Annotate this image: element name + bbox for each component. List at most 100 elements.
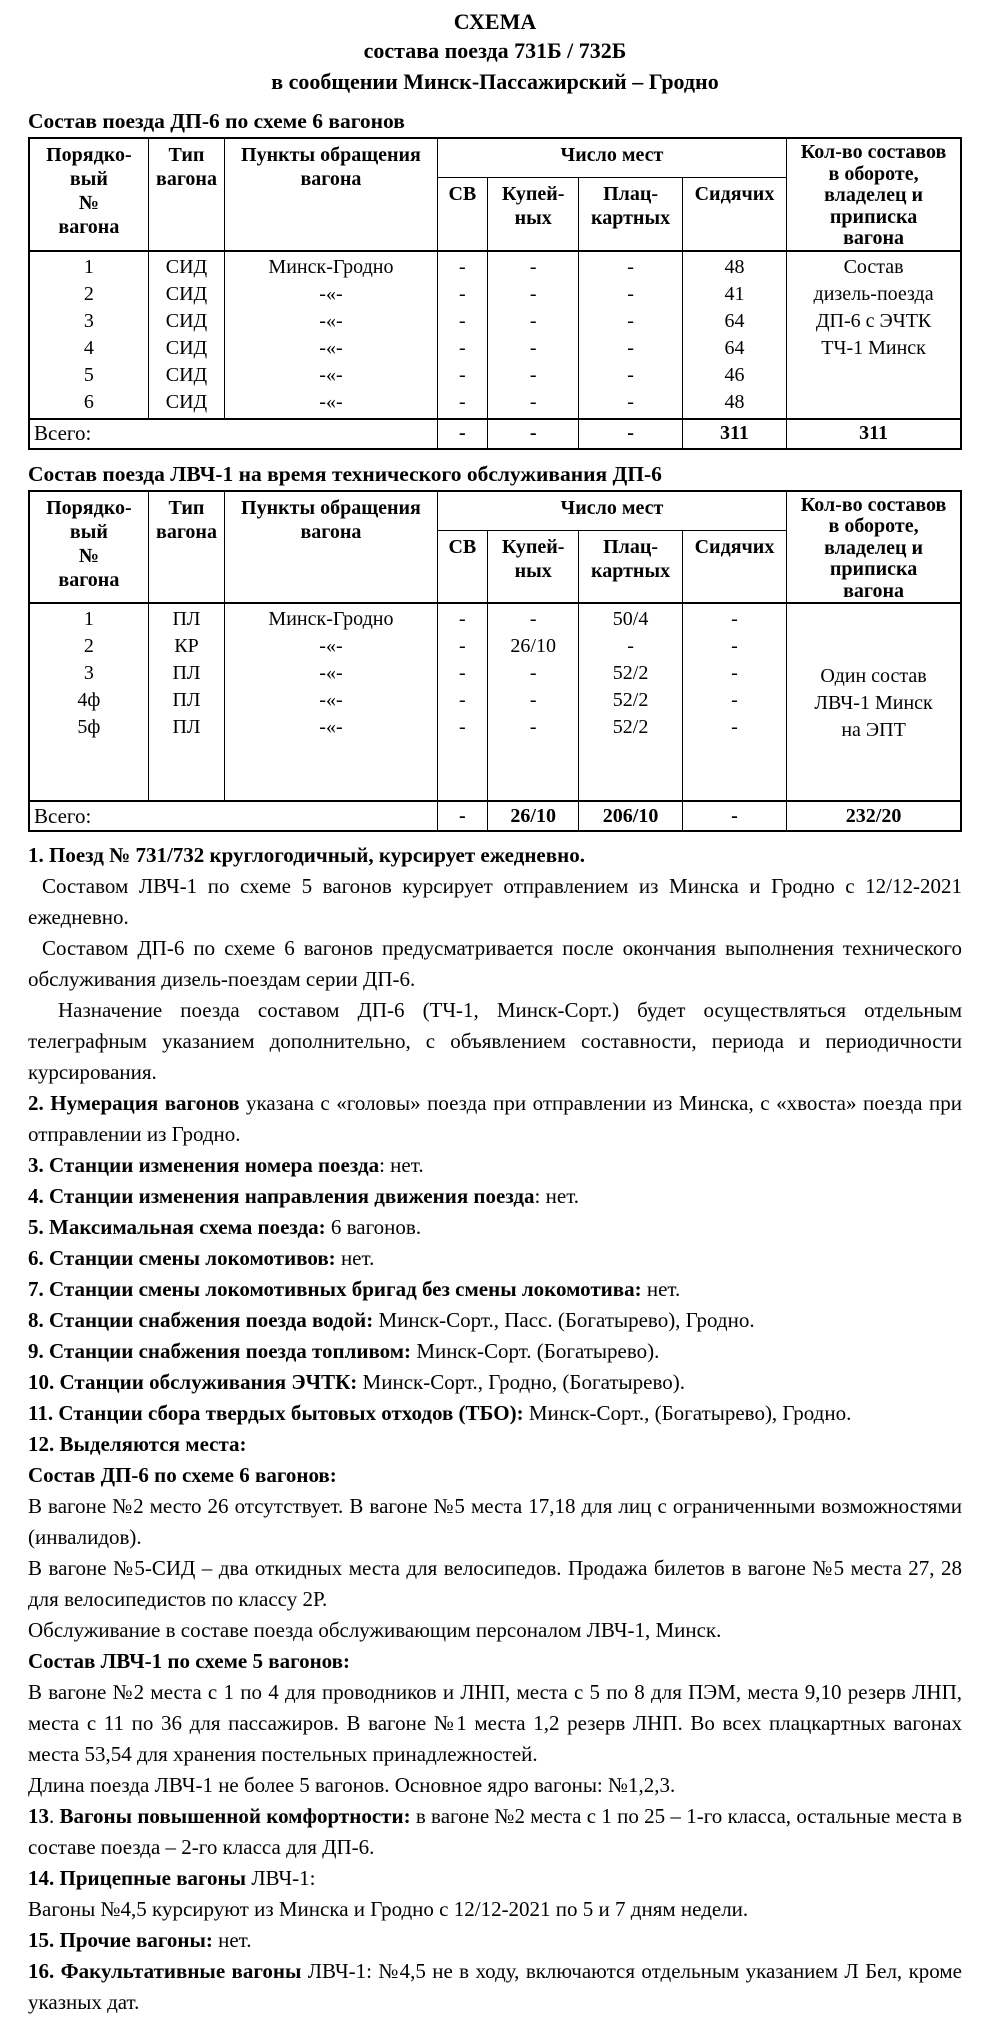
note-paragraph: В вагоне №2 место 26 отсутствует. В ваго… (28, 1491, 962, 1553)
note-text: Обслуживание в составе поезда обслуживаю… (28, 1618, 722, 1642)
note-text: ЛВЧ-1: (246, 1866, 316, 1890)
note-paragraph: 16. Факультативные вагоны ЛВЧ-1: №4,5 не… (28, 1956, 962, 2018)
note-paragraph: 14. Прицепные вагоны ЛВЧ-1: (28, 1863, 962, 1894)
note-text-bold: 2. Нумерация вагонов (28, 1091, 240, 1115)
note-paragraph: 5. Максимальная схема поезда: 6 вагонов. (28, 1212, 962, 1243)
note-paragraph: В вагоне №5-СИД – два откидных места для… (28, 1553, 962, 1615)
notes-section: 1. Поезд № 731/732 круглогодичный, курси… (28, 840, 962, 2018)
note-text: В вагоне №2 место 26 отсутствует. В ваго… (28, 1494, 962, 1549)
col-type-values: ПЛ КР ПЛ ПЛ ПЛ (147, 602, 226, 802)
header-seat-count-group: Число мест (436, 490, 788, 531)
header-seated: Сидячих (681, 529, 788, 604)
note-paragraph: 8. Станции снабжения поезда водой: Минск… (28, 1305, 962, 1336)
note-text: нет. (641, 1277, 681, 1301)
table2-caption: Состав поезда ЛВЧ-1 на время техническог… (28, 461, 662, 486)
header-platzkart: Плац- картных (578, 529, 683, 604)
note-paragraph: Назначение поезда составом ДП-6 (ТЧ-1, М… (28, 995, 962, 1088)
table1-header: Порядко- вый № вагона Тип вагона Пункты … (28, 137, 962, 251)
note-text: Длина поезда ЛВЧ-1 не более 5 вагонов. О… (28, 1773, 676, 1797)
note-text-bold: 5. Максимальная схема поезда: (28, 1215, 326, 1239)
col-ordinal-values: 1 2 3 4ф 5ф (28, 602, 149, 802)
header-ordinal-number: Порядко- вый № вагона (28, 490, 149, 604)
total-row: Всего: - - - 311 311 (28, 418, 962, 449)
note-text-bold: 11. Станции сбора твердых бытовых отходо… (28, 1401, 524, 1425)
header-fleet-owner: Кол-во составов в обороте, владелец и пр… (786, 137, 962, 251)
col-platz-values: 50/4 - 52/2 52/2 52/2 (578, 602, 683, 802)
note-paragraph: 9. Станции снабжения поезда топливом: Ми… (28, 1336, 962, 1367)
note-text-bold: 7. Станции смены локомотивных бригад без… (28, 1277, 642, 1301)
header-sv: СВ (436, 177, 489, 251)
note-paragraph: В вагоне №2 места с 1 по 4 для проводник… (28, 1677, 962, 1770)
note-text-bold: Состав ДП-6 по схеме 6 вагонов: (28, 1463, 337, 1487)
col-kupe-values: - - - - - - (487, 250, 580, 419)
total-kupe: - (487, 418, 580, 449)
total-sv: - (436, 418, 489, 449)
note-text: Составом ЛВЧ-1 по схеме 5 вагонов курсир… (28, 874, 962, 929)
note-text: в вагоне №2 места с 1 по 25 – 1-го класс… (28, 1804, 963, 1859)
total-platz: - (578, 418, 683, 449)
table2-total: Всего: - 26/10 206/10 - 232/20 (28, 800, 962, 832)
note-paragraph: Состав ЛВЧ-1 по схеме 5 вагонов: (28, 1646, 962, 1677)
col-sv-values: - - - - - (436, 602, 489, 802)
note-text-bold: Вагоны повышенной комфортности: (59, 1804, 411, 1828)
note-paragraph: 2. Нумерация вагонов указана с «головы» … (28, 1088, 962, 1150)
header-kupe: Купей- ных (487, 529, 580, 604)
note-text: Вагоны №4,5 курсируют из Минска и Гродно… (28, 1897, 749, 1921)
col-sv-values: - - - - - - (436, 250, 489, 419)
note-text: нет. (212, 1928, 252, 1952)
total-fleet: 232/20 (786, 800, 962, 832)
note-text-bold: 16. Факультативные вагоны (28, 1959, 302, 1983)
note-paragraph: 7. Станции смены локомотивных бригад без… (28, 1274, 962, 1305)
note-text-bold: 4. Станции изменения направления движени… (28, 1184, 535, 1208)
note-text-bold: 10. Станции обслуживания ЭЧТК: (28, 1370, 358, 1394)
note-text: Назначение поезда составом ДП-6 (ТЧ-1, М… (28, 998, 962, 1084)
note-text: 6 вагонов. (325, 1215, 422, 1239)
table-lvch1-composition: Порядко- вый № вагона Тип вагона Пункты … (28, 489, 962, 832)
note-text: В вагоне №2 места с 1 по 4 для проводник… (28, 1680, 962, 1766)
col-route-values: Минск-Гродно -«- -«- -«- -«- -«- (224, 250, 438, 419)
col-kupe-values: - 26/10 - - - (487, 602, 580, 802)
note-paragraph: 15. Прочие вагоны: нет. (28, 1925, 962, 1956)
header-wagon-type: Тип вагона (147, 490, 226, 604)
total-fleet: 311 (786, 418, 962, 449)
note-text-bold: 15. Прочие вагоны: (28, 1928, 213, 1952)
document-title: СХЕМА состава поезда 731Б / 732Б в сообщ… (28, 8, 962, 97)
note-paragraph: 11. Станции сбора твердых бытовых отходо… (28, 1398, 962, 1429)
note-paragraph: Длина поезда ЛВЧ-1 не более 5 вагонов. О… (28, 1770, 962, 1801)
note-text: : нет. (534, 1184, 580, 1208)
col-ordinal-values: 1 2 3 4 5 6 (28, 250, 149, 419)
note-text-bold: 1. Поезд № 731/732 круглогодичный, курси… (28, 843, 585, 867)
note-paragraph: 4. Станции изменения направления движени… (28, 1181, 962, 1212)
col-type-values: СИД СИД СИД СИД СИД СИД (147, 250, 226, 419)
total-label: Всего: (28, 800, 438, 832)
note-text: Минск-Сорт. (Богатырево). (411, 1339, 660, 1363)
note-text-bold: 8. Станции снабжения поезда водой: (28, 1308, 374, 1332)
note-text: Составом ДП-6 по схеме 6 вагонов предусм… (28, 936, 962, 991)
note-text-bold: Состав ЛВЧ-1 по схеме 5 вагонов: (28, 1649, 350, 1673)
header-route-points: Пункты обращения вагона (224, 490, 438, 604)
total-seated: 311 (681, 418, 788, 449)
note-paragraph: 6. Станции смены локомотивов: нет. (28, 1243, 962, 1274)
total-sv: - (436, 800, 489, 832)
note-text: Минск-Сорт., Гродно, (Богатырево). (357, 1370, 685, 1394)
header-kupe: Купей- ных (487, 177, 580, 251)
note-text-bold: 14. Прицепные вагоны (28, 1866, 247, 1890)
note-text: В вагоне №5-СИД – два откидных места для… (28, 1556, 962, 1611)
title-line-schema: СХЕМА (453, 9, 537, 34)
table2-body-row: 1 2 3 4ф 5ф ПЛ КР ПЛ ПЛ ПЛ Минск-Гродно … (28, 602, 962, 802)
table1-total: Всего: - - - 311 311 (28, 418, 962, 449)
note-paragraph: Составом ЛВЧ-1 по схеме 5 вагонов курсир… (28, 871, 962, 933)
col-fleet-note: Состав дизель-поезда ДП-6 с ЭЧТК ТЧ-1 Ми… (786, 250, 962, 419)
note-text-bold: 12. Выделяются места: (28, 1432, 247, 1456)
note-paragraph: 13. Вагоны повышенной комфортности: в ва… (28, 1801, 962, 1863)
header-seat-count-group: Число мест (436, 137, 788, 179)
note-text-bold: 9. Станции снабжения поезда топливом: (28, 1339, 412, 1363)
note-text-bold: 3. Станции изменения номера поезда (28, 1153, 380, 1177)
header-route-points: Пункты обращения вагона (224, 137, 438, 251)
col-platz-values: - - - - - - (578, 250, 683, 419)
table1-body: 1 2 3 4 5 6 СИД СИД СИД СИД СИД СИД Минс… (28, 250, 962, 419)
note-paragraph: 10. Станции обслуживания ЭЧТК: Минск-Сор… (28, 1367, 962, 1398)
table2-header: Порядко- вый № вагона Тип вагона Пункты … (28, 490, 962, 604)
col-seated-values: 48 41 64 64 46 48 (681, 250, 788, 419)
